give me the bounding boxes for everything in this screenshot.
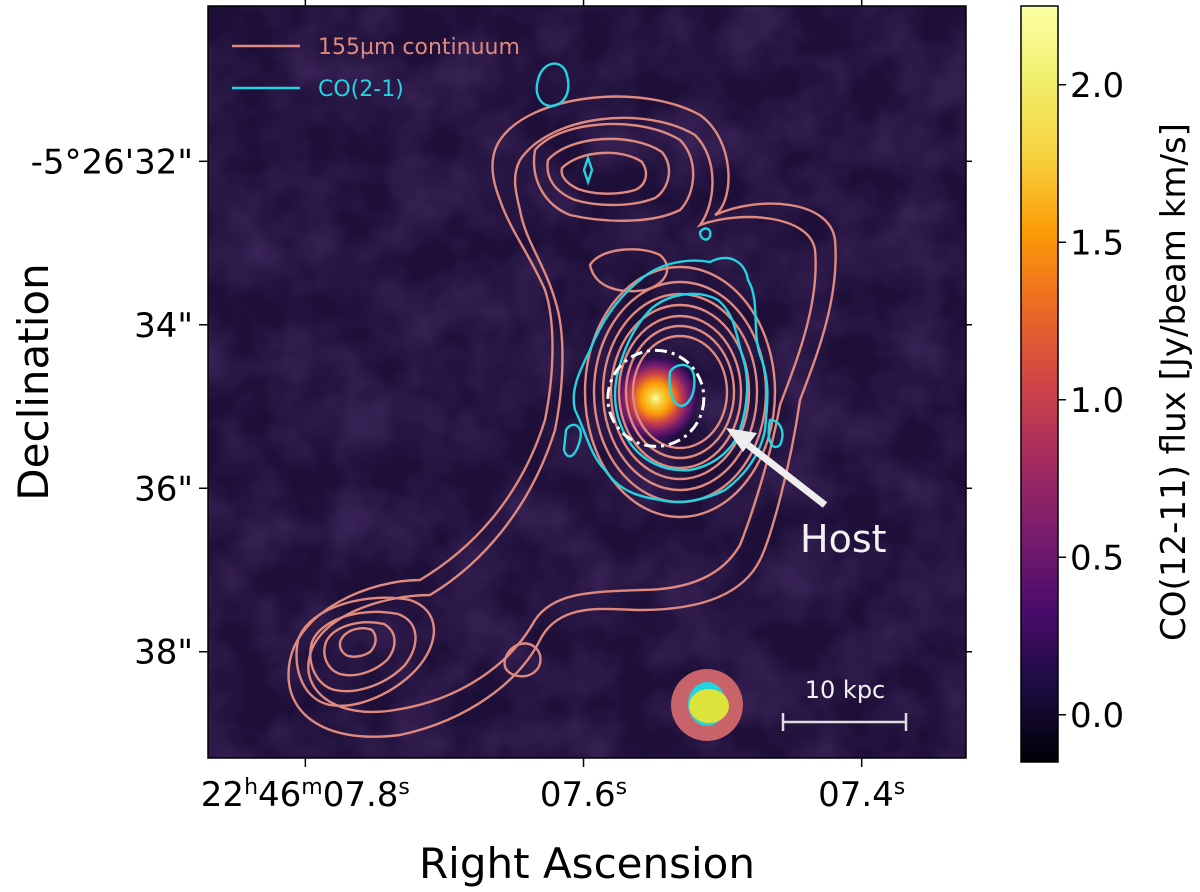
colorbar-ticks: 0.0 0.5 1.0 1.5 2.0: [1058, 66, 1124, 736]
continuum-contour: [532, 122, 695, 222]
continuum-contour: [560, 151, 648, 195]
beam-co1211: [689, 689, 729, 723]
colorbar-tick-label: 2.0: [1070, 66, 1124, 106]
continuum-contour: [546, 137, 671, 207]
dec-ticks: -5°26'32" 34" 36" 38": [31, 142, 972, 673]
dec-tick-label: 38": [134, 633, 193, 673]
continuum-contours: [287, 95, 837, 738]
continuum-contour: [287, 95, 837, 738]
continuum-contour: [631, 334, 729, 450]
legend-label-co21: CO(2-1): [318, 77, 404, 102]
y-axis-title: Declination: [9, 263, 58, 500]
continuum-contour: [609, 303, 751, 481]
dec-tick-label: 34": [134, 306, 193, 346]
scale-bar-label: 10 kpc: [805, 676, 886, 704]
continuum-contour: [338, 627, 377, 658]
map-noise: [208, 6, 966, 758]
co21-contour: [582, 154, 594, 186]
continuum-contour: [617, 314, 743, 470]
dec-tick-label: -5°26'32": [31, 142, 193, 182]
co21-contour: [613, 292, 749, 472]
colorbar-title: CO(12-11) flux [Jy/beam km/s]: [1154, 123, 1194, 641]
co21-contour: [535, 62, 570, 108]
host-label: Host: [800, 517, 887, 561]
host-arrow: [726, 428, 828, 508]
ra-tick-label: 07.6s: [540, 775, 627, 816]
x-axis-title: Right Ascension: [419, 839, 755, 888]
ra-ticks: 22h46m07.8s 07.6s 07.4s: [201, 0, 905, 815]
continuum-contour: [323, 621, 396, 677]
ra-tick-label: 22h46m07.8s: [201, 775, 410, 816]
co21-contour: [668, 363, 696, 408]
continuum-contour: [309, 610, 417, 693]
ra-tick-label: 07.4s: [818, 775, 905, 816]
legend-label-continuum: 155µm continuum: [318, 35, 520, 60]
co21-contour: [698, 227, 712, 241]
continuum-contour: [583, 265, 777, 519]
colorbar: 0.0 0.5 1.0 1.5 2.0 CO(12-11) flux [Jy/beam …: [1020, 5, 1194, 763]
co21-contour: [767, 418, 784, 449]
map-panel: [207, 5, 967, 759]
continuum-contour: [307, 116, 817, 714]
continuum-contour: [624, 324, 736, 460]
co21-contours: [535, 62, 784, 504]
continuum-contour: [588, 248, 669, 293]
scale-bar: 10 kpc: [781, 676, 908, 731]
co21-contour: [572, 256, 769, 504]
continuum-contour: [295, 596, 435, 707]
colorbar-tick-label: 1.5: [1070, 223, 1124, 263]
legend: 155µm continuum CO(2-1): [232, 35, 520, 102]
continuum-contour: [503, 642, 542, 678]
plot-frame: [207, 5, 967, 759]
colorbar-gradient: [1020, 5, 1059, 763]
colorbar-tick-label: 0.5: [1070, 538, 1124, 578]
beam-ellipses: [671, 669, 743, 741]
colorbar-tick-label: 0.0: [1070, 696, 1124, 736]
colorbar-tick-label: 1.0: [1070, 381, 1124, 421]
co21-contour: [562, 423, 582, 458]
host-circle: [606, 348, 706, 448]
dec-tick-label: 36": [134, 469, 193, 509]
